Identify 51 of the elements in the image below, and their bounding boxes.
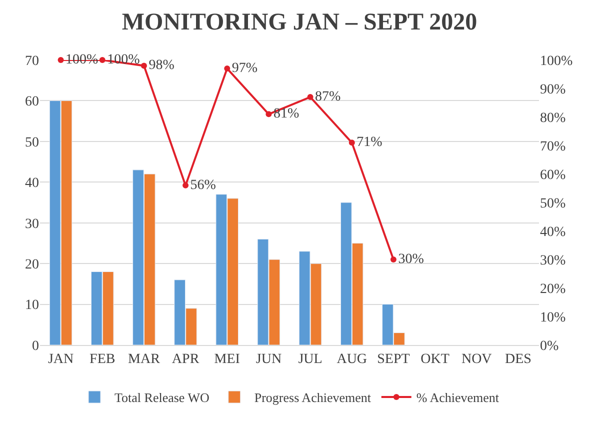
data-label: 87% — [315, 90, 342, 105]
y2-tick-label: 70% — [540, 139, 566, 154]
legend-label: % Achievement — [416, 390, 500, 406]
x-tick-label: JUN — [256, 352, 282, 367]
y-tick-label: 30 — [25, 216, 39, 232]
y2-tick-label: 40% — [540, 224, 566, 240]
x-tick-label: FEB — [90, 352, 116, 367]
data-label: 97% — [232, 61, 258, 76]
point — [140, 62, 147, 69]
legend-label: Progress Achievement — [254, 390, 372, 406]
y2-tick-label: 90% — [540, 82, 566, 98]
y-tick-label: 60 — [25, 94, 39, 110]
point — [307, 94, 314, 100]
y-tick-label: 20 — [25, 257, 39, 272]
y2-tick-label: 0% — [540, 338, 559, 354]
point — [182, 182, 189, 188]
y2-tick-label: 50% — [540, 196, 566, 212]
y2-tick-label: 100% — [540, 54, 573, 69]
data-label: 81% — [273, 106, 300, 122]
data-label: 71% — [356, 135, 383, 150]
y-tick-label: 0 — [32, 338, 39, 354]
x-tick-label: APR — [172, 352, 200, 367]
y-tick-label: 40 — [25, 176, 39, 192]
x-tick-label: MAR — [128, 352, 161, 367]
y-tick-label: 50 — [25, 135, 39, 150]
y-tick-label: 70 — [25, 54, 39, 69]
point — [348, 140, 355, 146]
point — [266, 111, 272, 118]
x-tick-label: DES — [504, 352, 532, 367]
data-label: 56% — [190, 178, 216, 193]
chart-title: MONITORING JAN – SEPT 2020 — [122, 10, 478, 36]
point — [58, 57, 64, 63]
data-label: 30% — [398, 252, 424, 267]
y2-tick-label: 80% — [540, 110, 566, 126]
point — [99, 57, 106, 63]
y2-tick-label: 10% — [540, 310, 566, 326]
x-tick-label: AUG — [336, 352, 368, 367]
point — [390, 256, 396, 262]
x-tick-label: MEI — [214, 352, 240, 367]
y2-tick-label: 20% — [540, 282, 566, 297]
x-tick-label: NOV — [461, 352, 492, 367]
x-tick-label: SEPT — [377, 352, 410, 367]
y-tick-label: 10 — [25, 298, 39, 314]
point — [224, 66, 230, 72]
y2-tick-label: 60% — [540, 168, 566, 183]
data-label: 98% — [148, 58, 175, 74]
x-tick-label: JUL — [298, 352, 322, 367]
legend-label: Total Release WO — [114, 390, 210, 406]
x-tick-label: OKT — [420, 352, 450, 367]
x-tick-label: JAN — [48, 352, 74, 367]
y2-tick-label: 30% — [540, 253, 566, 268]
